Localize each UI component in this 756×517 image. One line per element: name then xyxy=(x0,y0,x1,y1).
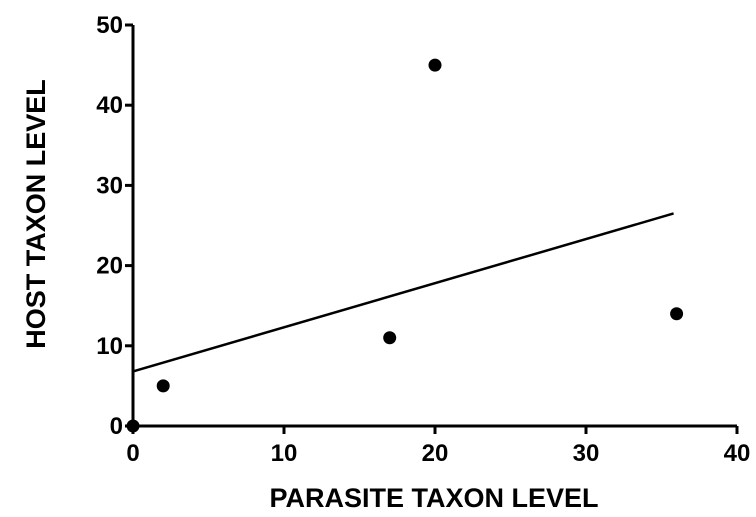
y-axis-title: HOST TAXON LEVEL xyxy=(21,79,51,349)
axes xyxy=(131,25,737,428)
data-point xyxy=(126,419,140,433)
data-point xyxy=(428,58,442,72)
y-tick-label: 0 xyxy=(110,413,123,440)
y-tick-label: 10 xyxy=(96,333,123,360)
data-point xyxy=(156,379,170,393)
x-tick-label: 40 xyxy=(724,440,751,467)
data-point xyxy=(383,331,397,345)
x-tick-label: 10 xyxy=(271,440,298,467)
data-point xyxy=(670,307,684,321)
y-tick-label: 50 xyxy=(96,12,123,39)
trend-line xyxy=(132,212,674,373)
x-tick-label: 30 xyxy=(573,440,600,467)
x-tick-label: 0 xyxy=(126,440,139,467)
y-tick-label: 30 xyxy=(96,172,123,199)
x-axis-title: PARASITE TAXON LEVEL xyxy=(269,483,598,513)
x-ticks: 0 10 20 30 40 xyxy=(126,426,750,467)
x-tick-label: 20 xyxy=(422,440,449,467)
y-tick-label: 20 xyxy=(96,253,123,280)
data-points xyxy=(126,58,684,433)
y-ticks: 0 10 20 30 40 50 xyxy=(96,12,133,440)
y-tick-label: 40 xyxy=(96,92,123,119)
